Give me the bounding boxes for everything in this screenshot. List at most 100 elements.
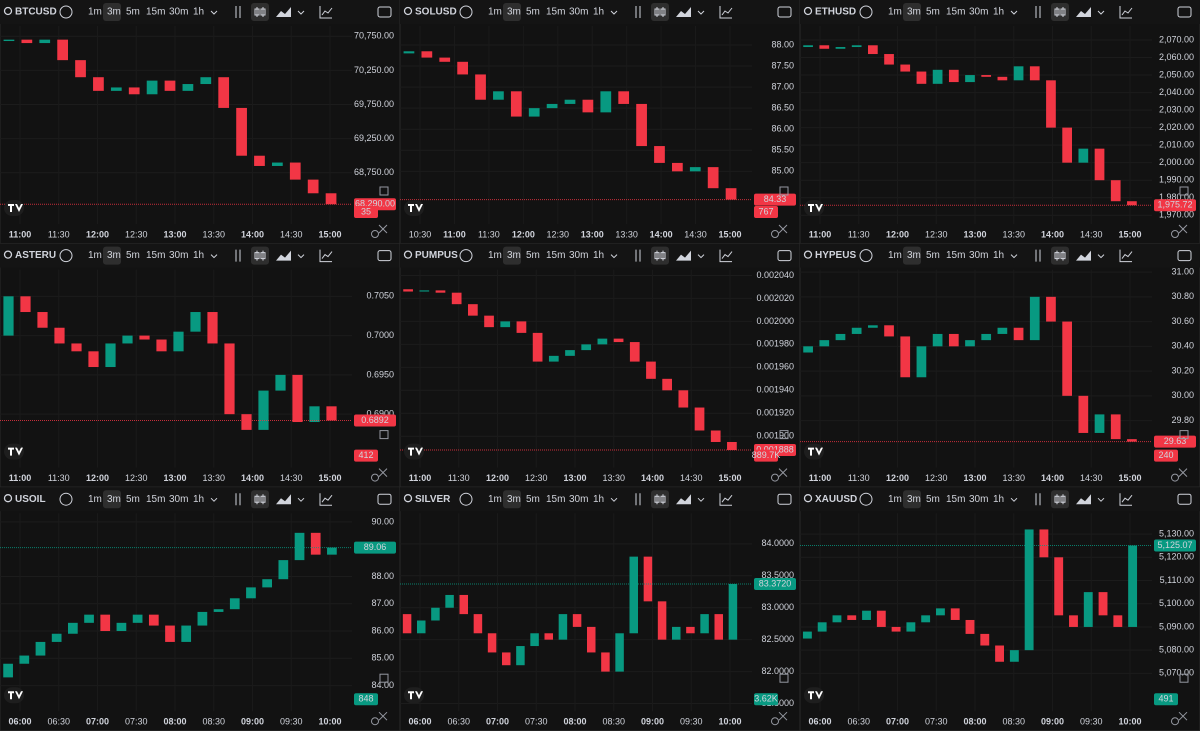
close-icon[interactable] [378, 224, 388, 234]
compare-icon[interactable] [1119, 249, 1133, 263]
interval-button[interactable]: 30m [169, 494, 188, 505]
interval-button[interactable]: 5m [926, 7, 940, 18]
settings-icon[interactable] [771, 230, 779, 238]
settings-icon[interactable] [1171, 473, 1179, 482]
interval-button[interactable]: 1h [593, 250, 604, 261]
symbol[interactable]: PUMPUS [415, 250, 458, 261]
add-symbol-button[interactable] [59, 5, 73, 19]
interval-button[interactable]: 30m [969, 494, 988, 505]
add-symbol-button[interactable] [59, 249, 73, 263]
indicators-icon[interactable] [635, 493, 641, 506]
indicators-icon[interactable] [1035, 249, 1041, 262]
interval-button[interactable]: 5m [526, 250, 540, 261]
add-symbol-button[interactable] [859, 249, 873, 263]
interval-button[interactable]: 15m [946, 250, 965, 261]
indicators-icon[interactable] [1035, 6, 1041, 18]
chart-dropdown[interactable] [697, 497, 705, 502]
interval-button[interactable]: 15m [546, 494, 565, 505]
add-symbol-button[interactable] [59, 492, 73, 506]
settings-icon[interactable] [1171, 230, 1179, 238]
close-icon[interactable] [778, 711, 788, 721]
interval-button[interactable]: 1m [488, 494, 502, 505]
compare-icon[interactable] [1119, 6, 1133, 19]
scale-icon[interactable] [779, 430, 789, 440]
interval-button[interactable]: 15m [546, 7, 565, 18]
chart-style-button[interactable] [251, 246, 269, 265]
scale-icon[interactable] [379, 673, 389, 683]
settings-icon[interactable] [1171, 717, 1179, 726]
interval-button[interactable]: 15m [946, 494, 965, 505]
add-symbol-button[interactable] [859, 5, 873, 19]
interval-button[interactable]: 3m [507, 250, 521, 261]
settings-icon[interactable] [371, 717, 379, 726]
interval-button[interactable]: 3m [907, 494, 921, 505]
indicators-icon[interactable] [235, 6, 241, 18]
interval-button[interactable]: 30m [169, 7, 188, 18]
indicators-icon[interactable] [635, 249, 641, 262]
snapshot-button[interactable] [777, 250, 792, 262]
settings-icon[interactable] [771, 473, 779, 482]
interval-dropdown[interactable] [210, 254, 218, 259]
interval-button[interactable]: 1h [993, 250, 1004, 261]
compare-icon[interactable] [1119, 493, 1133, 506]
close-icon[interactable] [1178, 468, 1188, 477]
interval-button[interactable]: 1m [888, 7, 902, 18]
interval-button[interactable]: 1h [993, 7, 1004, 18]
compare-icon[interactable] [319, 493, 333, 506]
interval-button[interactable]: 1m [488, 250, 502, 261]
chart-style-button[interactable] [1051, 490, 1069, 509]
interval-button[interactable]: 30m [569, 250, 588, 261]
scale-icon[interactable] [1179, 673, 1189, 683]
chart-dropdown[interactable] [697, 254, 705, 259]
interval-dropdown[interactable] [610, 497, 618, 502]
close-icon[interactable] [1178, 224, 1188, 234]
snapshot-button[interactable] [777, 493, 792, 505]
interval-button[interactable]: 3m [907, 7, 921, 18]
interval-button[interactable]: 15m [146, 494, 165, 505]
interval-dropdown[interactable] [1010, 10, 1018, 15]
snapshot-button[interactable] [1177, 6, 1192, 18]
interval-button[interactable]: 30m [969, 250, 988, 261]
interval-dropdown[interactable] [1010, 254, 1018, 259]
close-icon[interactable] [378, 468, 388, 477]
symbol[interactable]: HYPEUS [815, 250, 856, 261]
symbol[interactable]: USOIL [15, 494, 46, 505]
area-icon[interactable] [276, 494, 291, 505]
snapshot-button[interactable] [1177, 493, 1192, 505]
chart-style-button[interactable] [1051, 246, 1069, 265]
interval-button[interactable]: 1m [488, 7, 502, 18]
chart-dropdown[interactable] [297, 254, 305, 259]
interval-button[interactable]: 1h [993, 494, 1004, 505]
chart-style-button[interactable] [251, 3, 269, 21]
chart-style-button[interactable] [1051, 3, 1069, 21]
interval-button[interactable]: 30m [569, 494, 588, 505]
settings-icon[interactable] [771, 717, 779, 726]
add-symbol-button[interactable] [859, 492, 873, 506]
chart-style-button[interactable] [651, 246, 669, 265]
interval-dropdown[interactable] [1010, 497, 1018, 502]
symbol[interactable]: SOLUSD [415, 7, 457, 18]
interval-button[interactable]: 3m [507, 494, 521, 505]
interval-dropdown[interactable] [610, 10, 618, 15]
snapshot-button[interactable] [777, 6, 792, 18]
chart-style-button[interactable] [651, 490, 669, 509]
close-icon[interactable] [1178, 711, 1188, 721]
interval-button[interactable]: 5m [126, 494, 140, 505]
snapshot-button[interactable] [377, 493, 392, 505]
chart-dropdown[interactable] [297, 497, 305, 502]
scale-icon[interactable] [1179, 186, 1189, 196]
interval-button[interactable]: 1m [888, 250, 902, 261]
scale-icon[interactable] [379, 186, 389, 196]
add-symbol-button[interactable] [459, 249, 473, 263]
interval-button[interactable]: 1h [593, 494, 604, 505]
chart-style-button[interactable] [251, 490, 269, 509]
scale-icon[interactable] [1179, 430, 1189, 440]
area-icon[interactable] [676, 250, 691, 261]
add-symbol-button[interactable] [459, 492, 473, 506]
area-icon[interactable] [676, 494, 691, 505]
interval-button[interactable]: 15m [146, 250, 165, 261]
indicators-icon[interactable] [235, 249, 241, 262]
compare-icon[interactable] [319, 249, 333, 263]
close-icon[interactable] [778, 224, 788, 234]
interval-dropdown[interactable] [210, 497, 218, 502]
